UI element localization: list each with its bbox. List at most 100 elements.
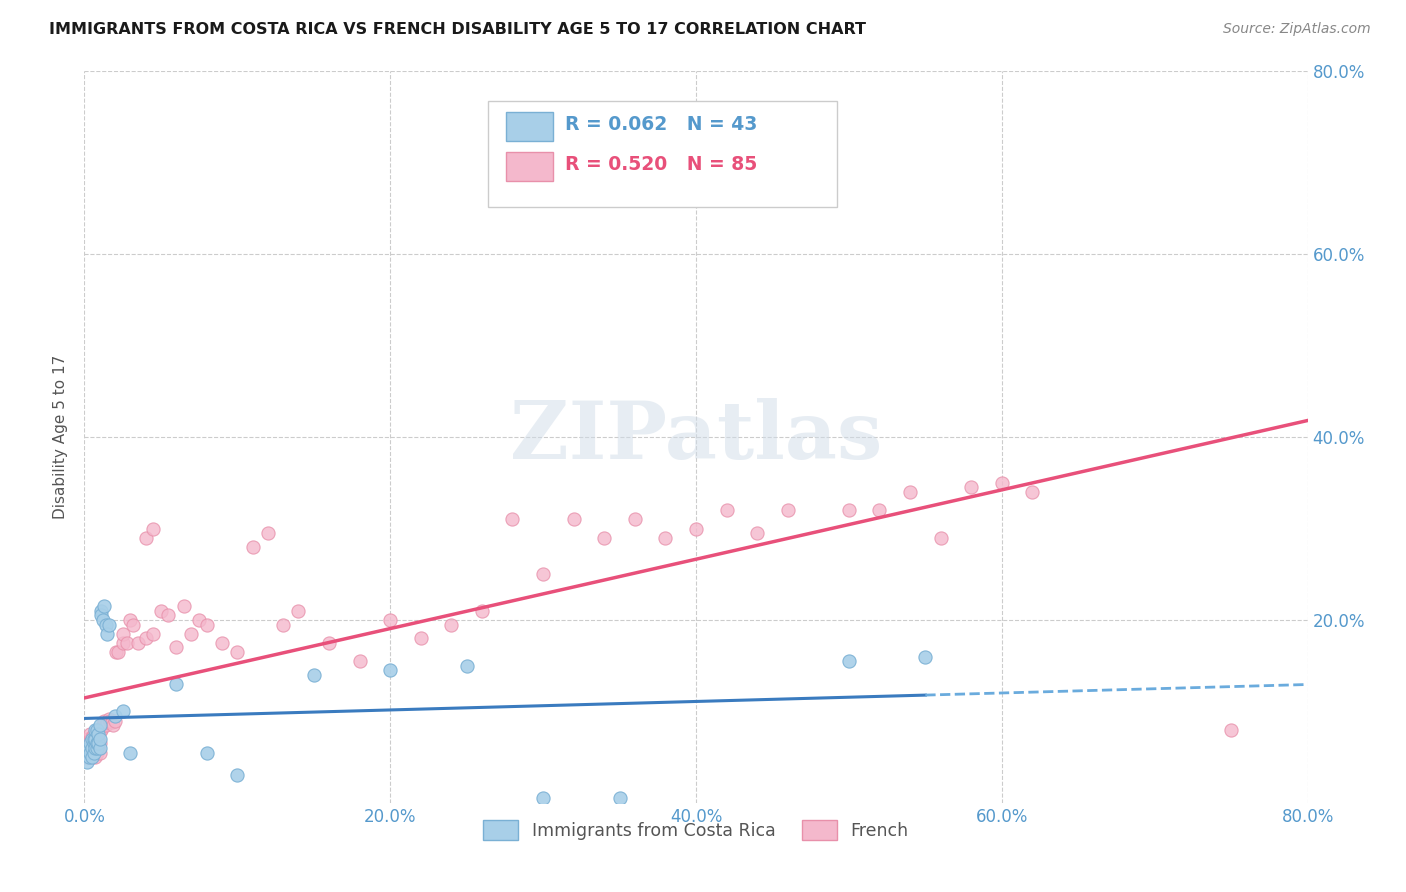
Point xyxy=(77,740,100,755)
Point xyxy=(93,599,115,614)
Point xyxy=(84,730,107,744)
Point xyxy=(79,736,101,750)
Y-axis label: Disability Age 5 to 17: Disability Age 5 to 17 xyxy=(53,355,69,519)
Point xyxy=(89,724,111,739)
Point xyxy=(89,740,111,755)
Point xyxy=(111,636,134,650)
Point xyxy=(898,485,921,500)
Point xyxy=(89,746,111,760)
Point xyxy=(127,636,149,650)
Point xyxy=(104,714,127,728)
Point xyxy=(105,645,128,659)
Point xyxy=(90,608,112,623)
Bar xyxy=(506,112,553,141)
Point xyxy=(80,740,103,755)
Point xyxy=(624,512,647,526)
Point xyxy=(165,640,187,655)
Point xyxy=(173,599,195,614)
Point xyxy=(91,613,114,627)
Point xyxy=(86,736,108,750)
Point xyxy=(1220,723,1243,737)
Point xyxy=(142,521,165,535)
Point xyxy=(747,526,769,541)
Point xyxy=(593,531,616,545)
Point xyxy=(80,730,103,744)
Point xyxy=(94,718,117,732)
Point xyxy=(456,658,478,673)
Text: R = 0.062   N = 43: R = 0.062 N = 43 xyxy=(565,115,758,135)
Point xyxy=(149,604,172,618)
Legend: Immigrants from Costa Rica, French: Immigrants from Costa Rica, French xyxy=(475,812,917,849)
Point xyxy=(195,617,218,632)
Point xyxy=(83,736,105,750)
Point xyxy=(77,750,100,764)
Point xyxy=(97,617,120,632)
Point xyxy=(76,731,98,746)
Point xyxy=(84,740,107,755)
Point xyxy=(929,531,952,545)
Point xyxy=(380,613,402,627)
Point xyxy=(84,750,107,764)
Point xyxy=(76,755,98,769)
Point xyxy=(84,731,107,746)
Point xyxy=(195,746,218,760)
Text: IMMIGRANTS FROM COSTA RICA VS FRENCH DISABILITY AGE 5 TO 17 CORRELATION CHART: IMMIGRANTS FROM COSTA RICA VS FRENCH DIS… xyxy=(49,22,866,37)
Text: R = 0.520   N = 85: R = 0.520 N = 85 xyxy=(565,155,758,175)
Point xyxy=(157,608,180,623)
Point xyxy=(89,736,111,750)
Point xyxy=(188,613,211,627)
Point xyxy=(77,736,100,750)
Point xyxy=(685,521,707,535)
Point xyxy=(562,512,585,526)
Point xyxy=(97,712,120,726)
Point xyxy=(115,636,138,650)
FancyBboxPatch shape xyxy=(488,101,837,207)
Point xyxy=(89,731,111,746)
Point xyxy=(287,604,309,618)
Point xyxy=(609,791,631,805)
Point xyxy=(409,632,432,646)
Point xyxy=(101,715,124,730)
Point xyxy=(87,731,110,746)
Point xyxy=(914,649,936,664)
Point xyxy=(75,736,97,750)
Point xyxy=(87,736,110,750)
Point xyxy=(86,724,108,739)
Point xyxy=(271,617,294,632)
Point xyxy=(83,731,105,746)
Point xyxy=(104,709,127,723)
Point xyxy=(531,791,554,805)
Point xyxy=(79,727,101,741)
Point xyxy=(90,723,112,737)
Point xyxy=(86,740,108,755)
Point xyxy=(111,626,134,640)
Point xyxy=(75,746,97,760)
Point xyxy=(838,503,860,517)
Point xyxy=(120,746,142,760)
Point xyxy=(838,654,860,668)
Point xyxy=(79,733,101,747)
Point xyxy=(380,663,402,677)
Point xyxy=(86,723,108,737)
Point xyxy=(122,617,145,632)
Point xyxy=(440,617,463,632)
Point xyxy=(120,613,142,627)
Point xyxy=(87,727,110,741)
Point xyxy=(226,645,249,659)
Point xyxy=(211,636,233,650)
Point xyxy=(91,718,114,732)
Point xyxy=(991,475,1014,490)
Point xyxy=(135,531,157,545)
Point xyxy=(75,750,97,764)
Point xyxy=(111,705,134,719)
Point xyxy=(80,731,103,746)
Point xyxy=(142,626,165,640)
Point xyxy=(226,768,249,782)
Point xyxy=(80,750,103,764)
Point xyxy=(94,617,117,632)
Point xyxy=(960,480,983,494)
Point xyxy=(103,718,125,732)
Point xyxy=(86,736,108,750)
Point xyxy=(716,503,738,517)
Bar xyxy=(506,152,553,181)
